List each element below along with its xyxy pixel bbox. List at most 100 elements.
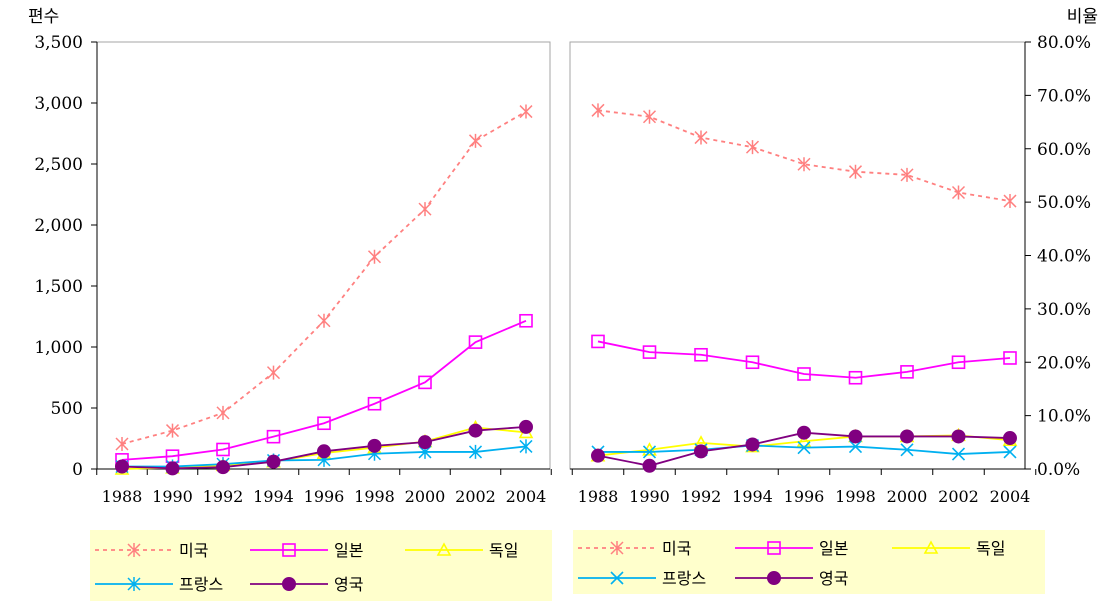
y-tick-label: 1,000 (34, 338, 83, 358)
legend-marker (282, 577, 296, 591)
data-point (266, 454, 281, 469)
series-line (597, 109, 1011, 202)
data-point (367, 396, 382, 411)
data-point (694, 130, 708, 145)
data-point (900, 429, 914, 444)
data-point (519, 104, 533, 119)
x-tick-label: 1998 (835, 487, 876, 506)
data-point (418, 375, 432, 390)
x-tick-label: 2002 (455, 487, 496, 506)
data-point (591, 334, 605, 349)
data-point (367, 249, 382, 264)
data-point (1003, 351, 1017, 365)
data-point (165, 461, 180, 476)
data-point (900, 443, 914, 457)
data-point (519, 313, 533, 328)
data-point (642, 345, 657, 359)
x-tick-label: 1998 (354, 487, 395, 506)
y-tick-label: 0 (72, 460, 83, 480)
y-tick-label: 3,500 (34, 33, 83, 53)
legend-label: 미국 (179, 541, 208, 560)
data-point (1003, 445, 1017, 459)
data-point (317, 416, 331, 431)
x-tick-label: 1996 (784, 487, 825, 506)
data-point (519, 439, 533, 454)
y-tick-label: 10.0% (1037, 407, 1091, 427)
data-point (468, 423, 483, 438)
legend-marker (282, 543, 296, 557)
series-일본 (591, 334, 1017, 385)
data-point (694, 347, 708, 362)
legend-marker (127, 577, 141, 591)
legend-label: 일본 (334, 541, 363, 560)
y-tick-label: 70.0% (1037, 86, 1091, 106)
x-tick-label: 1996 (304, 487, 345, 506)
legend-label: 미국 (662, 539, 691, 558)
y-tick-label: 1,500 (34, 277, 83, 297)
data-point (216, 460, 230, 475)
data-point (591, 448, 605, 463)
data-point (797, 425, 811, 440)
data-point (797, 441, 811, 455)
y-tick-label: 500 (51, 399, 83, 419)
legend-label: 독일 (976, 539, 1005, 558)
data-point (951, 355, 966, 370)
legend-entry: 프랑스 (95, 575, 223, 594)
y-axis-title: 비율 (1067, 7, 1098, 27)
data-point (115, 459, 129, 474)
x-tick-label: 1988 (578, 487, 619, 506)
series-line (121, 110, 527, 445)
legend-entry: 프랑스 (578, 569, 706, 588)
data-point (694, 444, 708, 459)
data-point (745, 355, 760, 370)
data-point (115, 436, 129, 451)
right-chart-ratios: 0.0% 10.0% 20.0% 30.0% 40.0% 50.0% 60.0% 70.0% 8… (569, 7, 1098, 506)
series-미국 (591, 103, 1017, 209)
y-tick-label: 50.0% (1037, 193, 1091, 213)
x-tick-label: 1990 (152, 487, 193, 506)
x-tick-label: 2002 (938, 487, 979, 506)
data-point (519, 419, 533, 434)
data-point (951, 429, 966, 444)
data-point (951, 185, 966, 200)
legend-marker (610, 541, 624, 555)
legend-entry: 미국 (95, 541, 208, 560)
data-point (468, 444, 483, 459)
legend-entry: 미국 (578, 539, 691, 558)
data-point (165, 423, 180, 438)
data-point (367, 438, 382, 453)
y-axis-title: 편수 (28, 7, 59, 27)
x-tick-label: 2004 (990, 487, 1031, 506)
data-point (900, 167, 914, 182)
data-point (642, 445, 657, 459)
data-point (848, 370, 863, 385)
legend-marker (767, 571, 781, 585)
legend-label: 독일 (489, 541, 518, 560)
data-point (216, 442, 230, 457)
data-point (317, 444, 331, 459)
legend-entry: 독일 (405, 541, 518, 560)
legend-box (90, 530, 552, 601)
data-point (848, 429, 863, 444)
series-영국 (115, 419, 533, 476)
data-point (418, 202, 432, 217)
data-point (797, 367, 811, 381)
series-영국 (591, 425, 1017, 473)
legend-entry: 일본 (250, 541, 363, 560)
data-point (468, 335, 483, 349)
x-tick-label: 1994 (732, 487, 773, 506)
data-point (266, 429, 281, 444)
plot-area (569, 41, 1026, 470)
legend-marker (767, 541, 781, 555)
legend-entry: 일본 (735, 539, 848, 558)
series-미국 (115, 104, 533, 451)
legend-marker (436, 542, 452, 556)
data-point (468, 133, 483, 148)
data-point (745, 140, 760, 155)
x-tick-label: 1990 (629, 487, 670, 506)
data-point (796, 433, 812, 448)
data-point (951, 447, 966, 461)
y-tick-label: 2,000 (34, 216, 83, 236)
data-point (266, 365, 281, 380)
